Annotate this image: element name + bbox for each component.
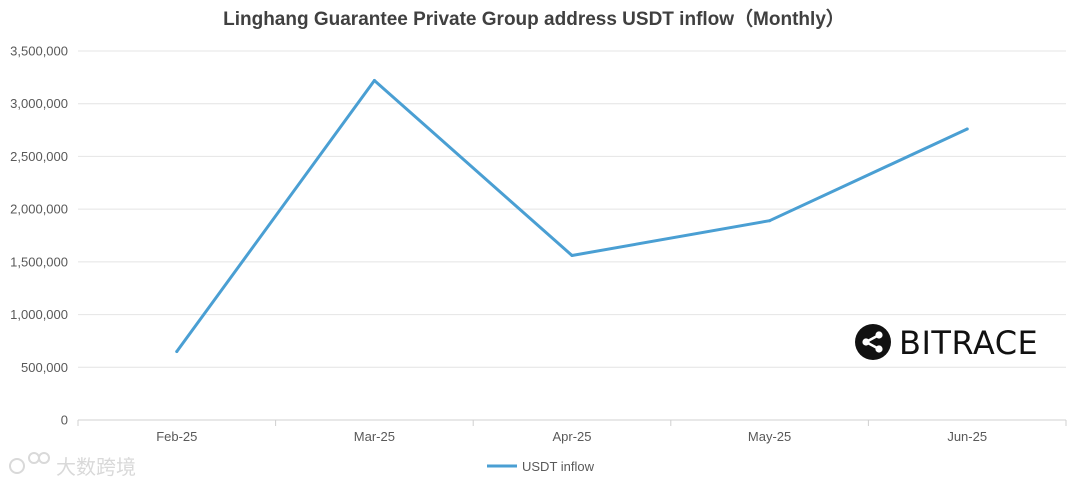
x-tick-label: Feb-25 [156, 429, 197, 444]
y-tick-label: 0 [61, 413, 68, 428]
y-tick-label: 3,000,000 [10, 96, 68, 111]
x-tick-label: May-25 [748, 429, 791, 444]
watermark-text: 大数跨境 [56, 455, 136, 479]
series-group [175, 79, 969, 353]
y-tick-label: 2,000,000 [10, 202, 68, 217]
series-line [175, 79, 969, 353]
gridlines [78, 50, 1066, 421]
y-tick-label: 1,000,000 [10, 307, 68, 322]
chart-title: Linghang Guarantee Private Group address… [223, 7, 845, 30]
y-axis: 0 500,000 1,000,000 1,500,000 2,000,000 2,500… [10, 44, 68, 428]
legend-label: USDT inflow [522, 459, 595, 474]
bitrace-logo: BITRACE [855, 324, 1038, 362]
x-tick-label: Apr-25 [552, 429, 591, 444]
watermark-logo-icon [9, 452, 50, 474]
x-axis: Feb-25 Mar-25 Apr-25 May-25 Jun-25 [77, 420, 1067, 444]
legend: USDT inflow [487, 459, 595, 474]
data-point [768, 219, 772, 223]
data-point [372, 79, 376, 83]
bitrace-brand-name: BITRACE [899, 324, 1038, 362]
watermark: 大数跨境 [9, 452, 136, 479]
data-point [965, 127, 969, 131]
x-tick-label: Mar-25 [354, 429, 395, 444]
x-tick-label: Jun-25 [947, 429, 987, 444]
data-point [570, 254, 574, 258]
y-tick-label: 500,000 [21, 360, 68, 375]
y-tick-label: 1,500,000 [10, 254, 68, 269]
y-tick-label: 3,500,000 [10, 44, 68, 59]
y-tick-label: 2,500,000 [10, 149, 68, 164]
data-point [175, 349, 179, 353]
bitrace-share-logo-icon [855, 324, 891, 360]
